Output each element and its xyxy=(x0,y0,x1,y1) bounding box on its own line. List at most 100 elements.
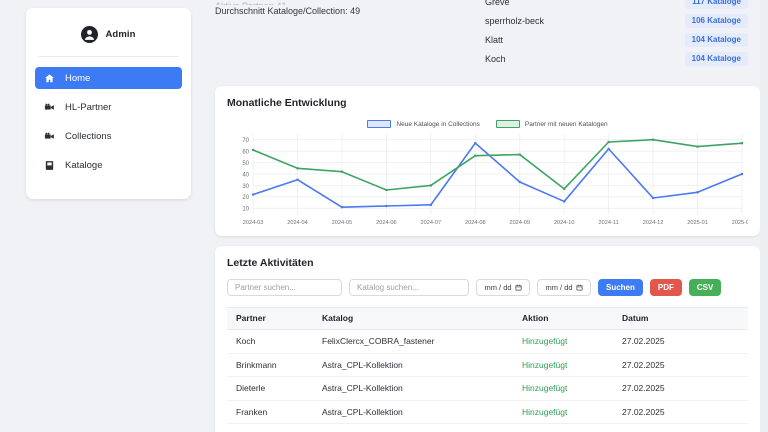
calendar-icon xyxy=(515,284,522,291)
status-badge: 117 Kataloge xyxy=(685,0,748,9)
legend-item-blue[interactable]: Neue Kataloge in Collections xyxy=(367,120,480,128)
svg-text:20: 20 xyxy=(242,195,249,201)
svg-text:70: 70 xyxy=(242,138,249,144)
sidebar-item-home[interactable]: Home xyxy=(35,67,182,89)
cell-datum: 27.02.2025 xyxy=(622,353,748,378)
svg-text:60: 60 xyxy=(242,150,249,156)
katalog-search-input[interactable]: Katalog suchen... xyxy=(349,279,469,296)
partner-name: Koch xyxy=(485,53,506,64)
table-row[interactable]: Franken Astra_CPL-Kollektion Hinzugefügt… xyxy=(227,400,748,425)
cell-partner: Dieterle xyxy=(227,376,322,401)
svg-text:2024-03: 2024-03 xyxy=(243,220,264,226)
list-item[interactable]: sperrholz-beck 106 Kataloge xyxy=(485,11,748,30)
stat-clipped-line: Aktive Partner: 41 xyxy=(215,0,463,5)
status-badge: 104 Kataloge xyxy=(684,51,748,66)
scrollbar[interactable] xyxy=(760,0,768,432)
date-to-input[interactable]: mm / dd xyxy=(537,279,591,296)
column-header-datum[interactable]: Datum xyxy=(622,307,748,330)
cell-aktion: Hinzugefügt xyxy=(522,329,622,354)
svg-text:2024-11: 2024-11 xyxy=(599,220,619,226)
svg-text:50: 50 xyxy=(242,161,249,167)
cell-datum: 27.02.2025 xyxy=(622,423,748,432)
legend-label: Partner mit neuen Katalogen xyxy=(524,120,608,128)
sidebar-item-kataloge[interactable]: Kataloge xyxy=(35,154,182,176)
partner-name: Greve xyxy=(485,0,510,7)
column-header-aktion[interactable]: Aktion xyxy=(522,307,622,330)
table-row[interactable]: Brinkmann Astra_CPL-Kollektion Hinzugefü… xyxy=(227,353,748,378)
sidebar-nav: Home HL-Partner Collections xyxy=(26,67,191,176)
person-circle-icon xyxy=(81,26,99,43)
top-partners-column: Greve 117 Kataloge sperrholz-beck 106 Ka… xyxy=(473,0,760,76)
page-title: Monatliche Entwicklung xyxy=(227,97,347,109)
partner-name: Klatt xyxy=(485,34,504,45)
cell-katalog: Astra_CPL-Kollektion xyxy=(322,376,522,401)
svg-text:10: 10 xyxy=(242,207,249,213)
calendar-icon xyxy=(576,284,583,291)
svg-text:2024-07: 2024-07 xyxy=(421,220,442,226)
home-icon xyxy=(44,73,55,84)
chart-legend: Neue Kataloge in Collections Partner mit… xyxy=(227,120,748,128)
svg-text:2025-01: 2025-01 xyxy=(687,220,708,226)
monthly-development-card: Monatliche Entwicklung Neue Kataloge in … xyxy=(215,86,760,236)
book-icon xyxy=(44,160,55,171)
legend-item-green[interactable]: Partner mit neuen Katalogen xyxy=(495,120,608,128)
svg-text:2024-05: 2024-05 xyxy=(332,220,353,226)
activity-table: Partner Katalog Aktion Datum Koch FelixC… xyxy=(227,307,748,432)
column-header-partner[interactable]: Partner xyxy=(227,307,322,330)
status-badge: 106 Kataloge xyxy=(684,13,748,28)
date-to-value: mm / dd xyxy=(545,283,573,292)
camera-icon xyxy=(44,131,55,142)
list-item[interactable]: Greve 117 Kataloge xyxy=(485,0,748,11)
legend-swatch-icon xyxy=(367,120,392,128)
cell-aktion: Hinzugefügt xyxy=(522,353,622,378)
export-csv-button[interactable]: CSV xyxy=(688,279,722,296)
list-item[interactable]: Koch 104 Kataloge xyxy=(485,49,748,68)
sidebar-item-label: Kataloge xyxy=(65,159,103,171)
cell-aktion: Hinzugefügt xyxy=(522,376,622,401)
cell-partner: Brinkmann xyxy=(227,353,322,378)
cell-partner: Franken xyxy=(227,400,322,425)
sidebar-user-header: Admin xyxy=(38,20,179,57)
cell-datum: 27.02.2025 xyxy=(622,400,748,425)
cell-katalog: FelixClercx_COBRA_fastener xyxy=(322,329,522,354)
recent-activity-card: Letzte Aktivitäten Partner suchen... Kat… xyxy=(215,246,760,432)
cell-partner: Greve xyxy=(227,423,322,432)
line-chart-plot: 10 20 30 40 50 60 70 2024-03 2024-04 2024-05 2024-… xyxy=(227,130,748,228)
sidebar-item-label: Collections xyxy=(65,130,112,142)
sidebar-item-collections[interactable]: Collections xyxy=(35,125,182,147)
svg-text:2025-02: 2025-02 xyxy=(732,220,748,226)
activity-filters: Partner suchen... Katalog suchen... mm /… xyxy=(227,279,748,296)
table-row[interactable]: Dieterle Astra_CPL-Kollektion Hinzugefüg… xyxy=(227,376,748,401)
table-row[interactable]: Koch FelixClercx_COBRA_fastener Hinzugef… xyxy=(227,329,748,354)
cell-datum: 27.02.2025 xyxy=(622,329,748,354)
main-content: Aktive Partner: 41 Durchschnitt Kataloge… xyxy=(205,0,768,432)
cell-partner: Koch xyxy=(227,329,322,354)
date-from-input[interactable]: mm / dd xyxy=(476,279,530,296)
stats-column: Aktive Partner: 41 Durchschnitt Kataloge… xyxy=(205,0,463,26)
sidebar: Admin Home HL-Partner xyxy=(26,8,191,199)
camera-icon xyxy=(44,102,55,113)
sidebar-item-hl-partner[interactable]: HL-Partner xyxy=(35,96,182,118)
sidebar-column: Admin Home HL-Partner xyxy=(0,0,205,432)
table-row[interactable]: Greve Astra_CPL-Kollektion Hinzugefügt 2… xyxy=(227,423,748,432)
cell-katalog: Astra_CPL-Kollektion xyxy=(322,400,522,425)
section-title: Letzte Aktivitäten xyxy=(227,257,314,269)
svg-text:2024-10: 2024-10 xyxy=(554,220,575,226)
legend-swatch-icon xyxy=(495,120,520,128)
table-header-row: Partner Katalog Aktion Datum xyxy=(227,307,748,330)
column-header-katalog[interactable]: Katalog xyxy=(322,307,522,330)
cell-aktion: Hinzugefügt xyxy=(522,400,622,425)
partner-name: sperrholz-beck xyxy=(485,15,545,26)
svg-text:2024-04: 2024-04 xyxy=(287,220,308,226)
stat-average-catalogs: Durchschnitt Kataloge/Collection: 49 xyxy=(215,6,361,16)
svg-text:2024-06: 2024-06 xyxy=(376,220,397,226)
partner-search-input[interactable]: Partner suchen... xyxy=(227,279,342,296)
svg-text:30: 30 xyxy=(242,184,249,190)
sidebar-item-label: Home xyxy=(65,72,91,84)
list-item[interactable]: Klatt 104 Kataloge xyxy=(485,30,748,49)
search-button[interactable]: Suchen xyxy=(598,279,643,296)
sidebar-user-label: Admin xyxy=(105,29,136,40)
sidebar-item-label: HL-Partner xyxy=(65,101,112,113)
export-pdf-button[interactable]: PDF xyxy=(649,279,682,296)
